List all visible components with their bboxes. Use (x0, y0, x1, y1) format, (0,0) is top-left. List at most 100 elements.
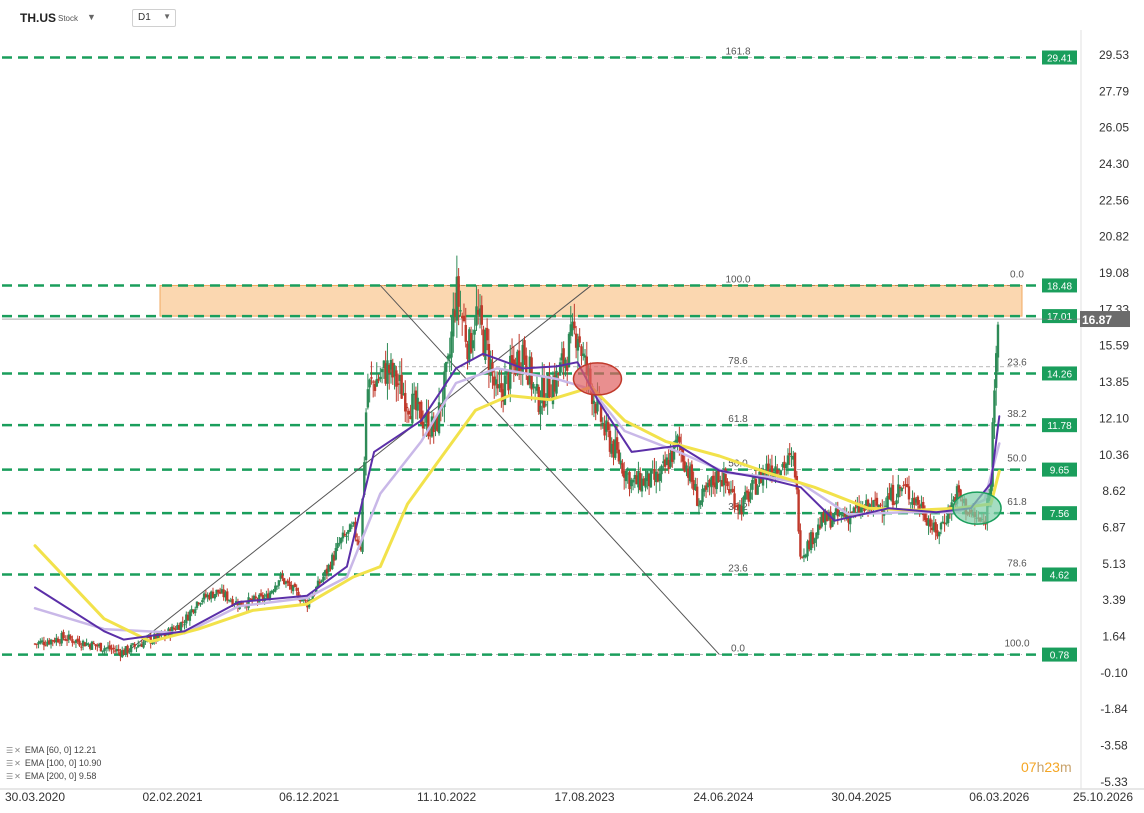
candle-down (907, 486, 911, 500)
candle-up (824, 511, 827, 525)
candle-up (852, 507, 855, 516)
candle-up (90, 641, 94, 650)
candle-up (856, 504, 859, 508)
candle-up (411, 393, 414, 424)
symbol-name[interactable]: TH.US (20, 11, 56, 25)
candle-up (40, 640, 44, 642)
candle-down (281, 575, 284, 579)
candle-up (774, 466, 777, 475)
fib-label: 0.0 (731, 644, 745, 655)
candle-down (404, 392, 407, 412)
candle-up (505, 369, 508, 373)
candle-up (701, 488, 704, 503)
candle-down (464, 325, 467, 342)
candle-up (817, 524, 820, 536)
candle-down (318, 581, 321, 584)
timeframe-select[interactable]: D1 ▼ (132, 9, 176, 27)
candle-up (336, 542, 339, 548)
candle-up (106, 646, 110, 648)
candle-down (603, 423, 606, 436)
legend-item-ema200[interactable]: ☰✕ EMA [200, 0] 9.58 (6, 770, 101, 783)
candle-down (943, 522, 946, 525)
ema100-line (33, 367, 1001, 635)
candle-down (557, 373, 560, 375)
y-tick-label: -3.58 (1100, 739, 1128, 753)
candle-up (67, 634, 71, 640)
candle-up (532, 383, 535, 388)
candle-down (482, 329, 485, 356)
candle-up (674, 439, 677, 443)
level-badge-label: 9.65 (1050, 466, 1070, 477)
candle-up (229, 600, 232, 602)
candle-up (135, 647, 138, 649)
candle-down (329, 565, 332, 570)
candle-down (44, 645, 47, 647)
candle-down (427, 410, 430, 437)
candle-up (220, 589, 224, 593)
candle-up (121, 650, 124, 658)
level-badge (1042, 50, 1077, 65)
candle-up (320, 580, 323, 583)
candle-down (428, 435, 432, 437)
x-tick-label: 17.08.2023 (555, 790, 615, 804)
candle-down (261, 594, 265, 601)
candle-down (126, 645, 129, 654)
candle-down (211, 591, 215, 598)
fib-right-label: 38.2 (1007, 409, 1027, 420)
legend-item-ema60[interactable]: ☰✕ EMA [60, 0] 12.21 (6, 744, 101, 757)
candle-down (863, 508, 866, 512)
candle-down (608, 430, 612, 452)
candle-down (898, 486, 902, 489)
candle-down (628, 471, 631, 490)
candle-down (639, 472, 642, 490)
trend-line[interactable] (123, 285, 592, 655)
level-badge-label: 29.41 (1047, 54, 1072, 65)
settings-close-icon[interactable]: ☰✕ (6, 772, 22, 781)
candle-up (779, 470, 783, 476)
candle-down (76, 638, 79, 642)
candle-down (96, 645, 99, 647)
candle-down (395, 370, 398, 387)
candle-down (99, 642, 103, 652)
trend-line[interactable] (379, 285, 720, 655)
candle-down (891, 484, 895, 506)
candle-up (897, 484, 900, 498)
candle-down (913, 497, 916, 505)
fib-label: 161.8 (725, 47, 750, 58)
x-tick-label: 11.10.2022 (417, 790, 476, 804)
candle-down (94, 644, 97, 646)
candle-up (752, 476, 756, 479)
candle-up (991, 422, 994, 487)
candle-down (916, 496, 920, 505)
candle-up (886, 495, 889, 508)
settings-close-icon[interactable]: ☰✕ (6, 746, 22, 755)
candle-up (583, 355, 587, 358)
candle-down (708, 479, 711, 486)
candle-up (558, 362, 562, 376)
candle-down (930, 527, 934, 531)
candle-up (676, 435, 679, 442)
candle-down (818, 525, 822, 529)
candle-down (370, 377, 373, 379)
candle-up (224, 592, 227, 598)
candle-up (386, 360, 389, 384)
candle-up (179, 622, 183, 632)
chevron-down-icon: ▼ (163, 12, 171, 21)
candle-down (776, 469, 779, 474)
settings-close-icon[interactable]: ☰✕ (6, 759, 22, 768)
candle-up (165, 634, 168, 636)
candle-down (523, 340, 526, 360)
candle-up (697, 505, 701, 507)
candle-down (420, 401, 423, 425)
candle-up (398, 374, 402, 381)
candle-down (461, 316, 464, 319)
candle-down (606, 422, 610, 431)
y-tick-label: 13.85 (1099, 375, 1129, 389)
y-tick-label: 12.10 (1099, 412, 1129, 426)
level-badge-label: 18.48 (1047, 281, 1072, 292)
candle-up (861, 506, 864, 510)
legend-item-ema100[interactable]: ☰✕ EMA [100, 0] 10.90 (6, 757, 101, 770)
candle-up (129, 644, 133, 653)
chevron-down-icon[interactable]: ▼ (87, 12, 96, 22)
